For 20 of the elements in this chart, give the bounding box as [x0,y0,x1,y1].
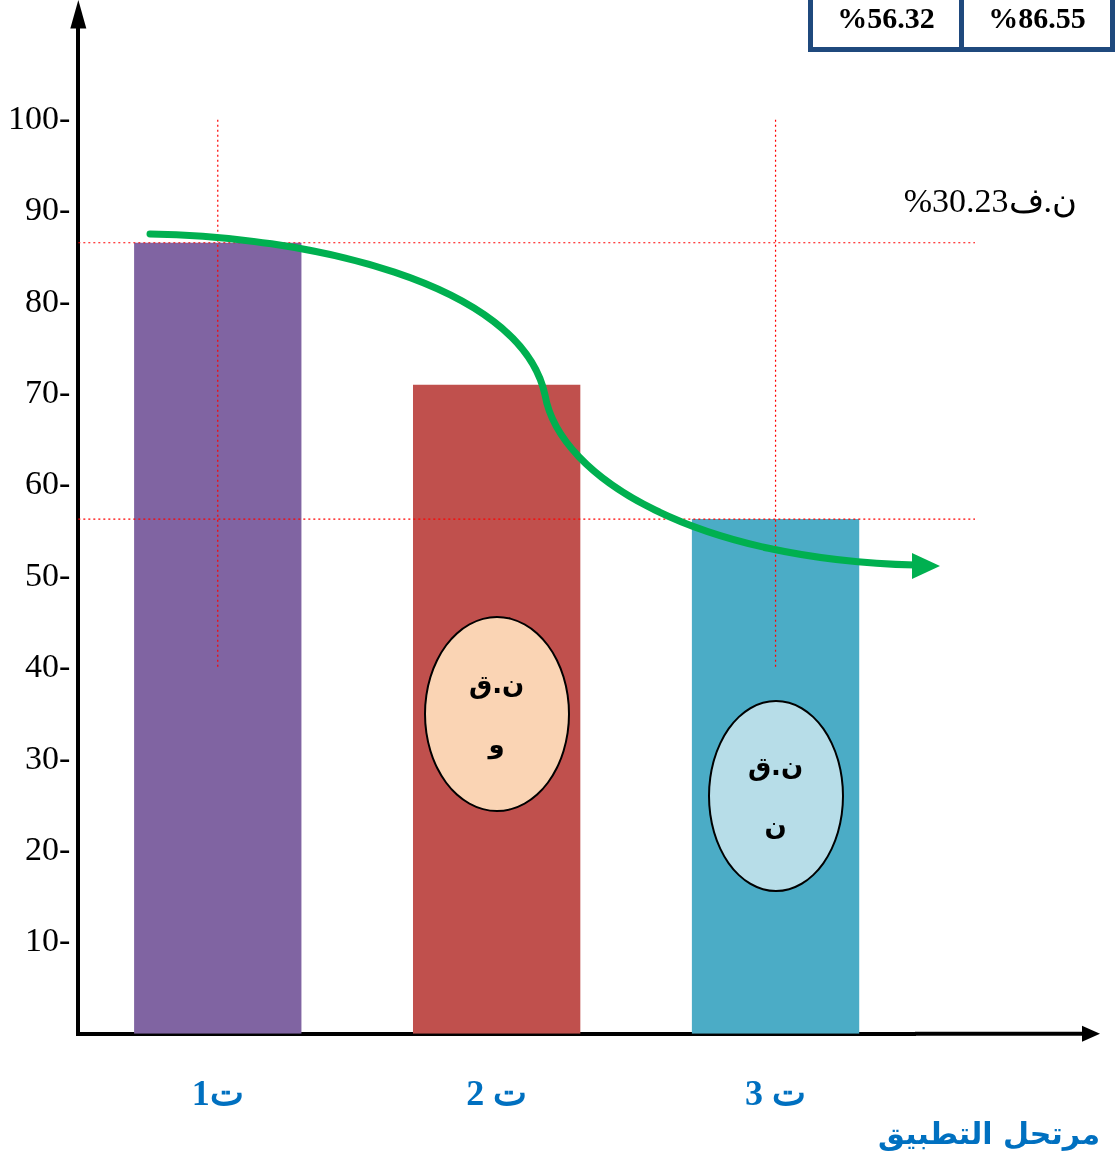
x-tick-label: ت1 [191,1072,244,1113]
y-tick-label: 20- [24,829,71,867]
annotation: ن.ق و [468,667,525,762]
table-box: %56.32 %86.55 [808,0,1115,52]
y-tick-label: 50- [24,555,71,593]
y-tick-label: 70- [24,372,71,410]
annotation: ن.ق ن [747,750,804,844]
y-tick-label: 100- [7,98,71,136]
x-axis-title: مرتحل التطبيق [878,1115,1100,1151]
y-tick-label: 40- [24,647,71,685]
x-tick-label: ت 3 [745,1072,807,1113]
y-tick-label: 60- [24,464,71,502]
y-tick-label: 90- [24,190,71,228]
y-tick-label: 10- [24,921,71,959]
bar [134,242,302,1034]
annotation: ن.ف30.23% [903,181,1077,220]
y-tick-label: 30- [24,738,71,776]
annotation: %56.32 [813,0,964,47]
y-tick-label: 80- [24,281,71,319]
x-tick-label: ت 2 [466,1072,528,1113]
